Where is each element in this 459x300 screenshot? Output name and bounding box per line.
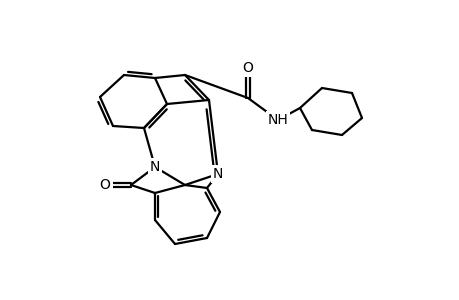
Text: N: N: [150, 160, 160, 174]
Text: N: N: [213, 167, 223, 181]
Text: O: O: [242, 61, 253, 75]
Text: O: O: [99, 178, 110, 192]
Text: NH: NH: [267, 113, 288, 127]
